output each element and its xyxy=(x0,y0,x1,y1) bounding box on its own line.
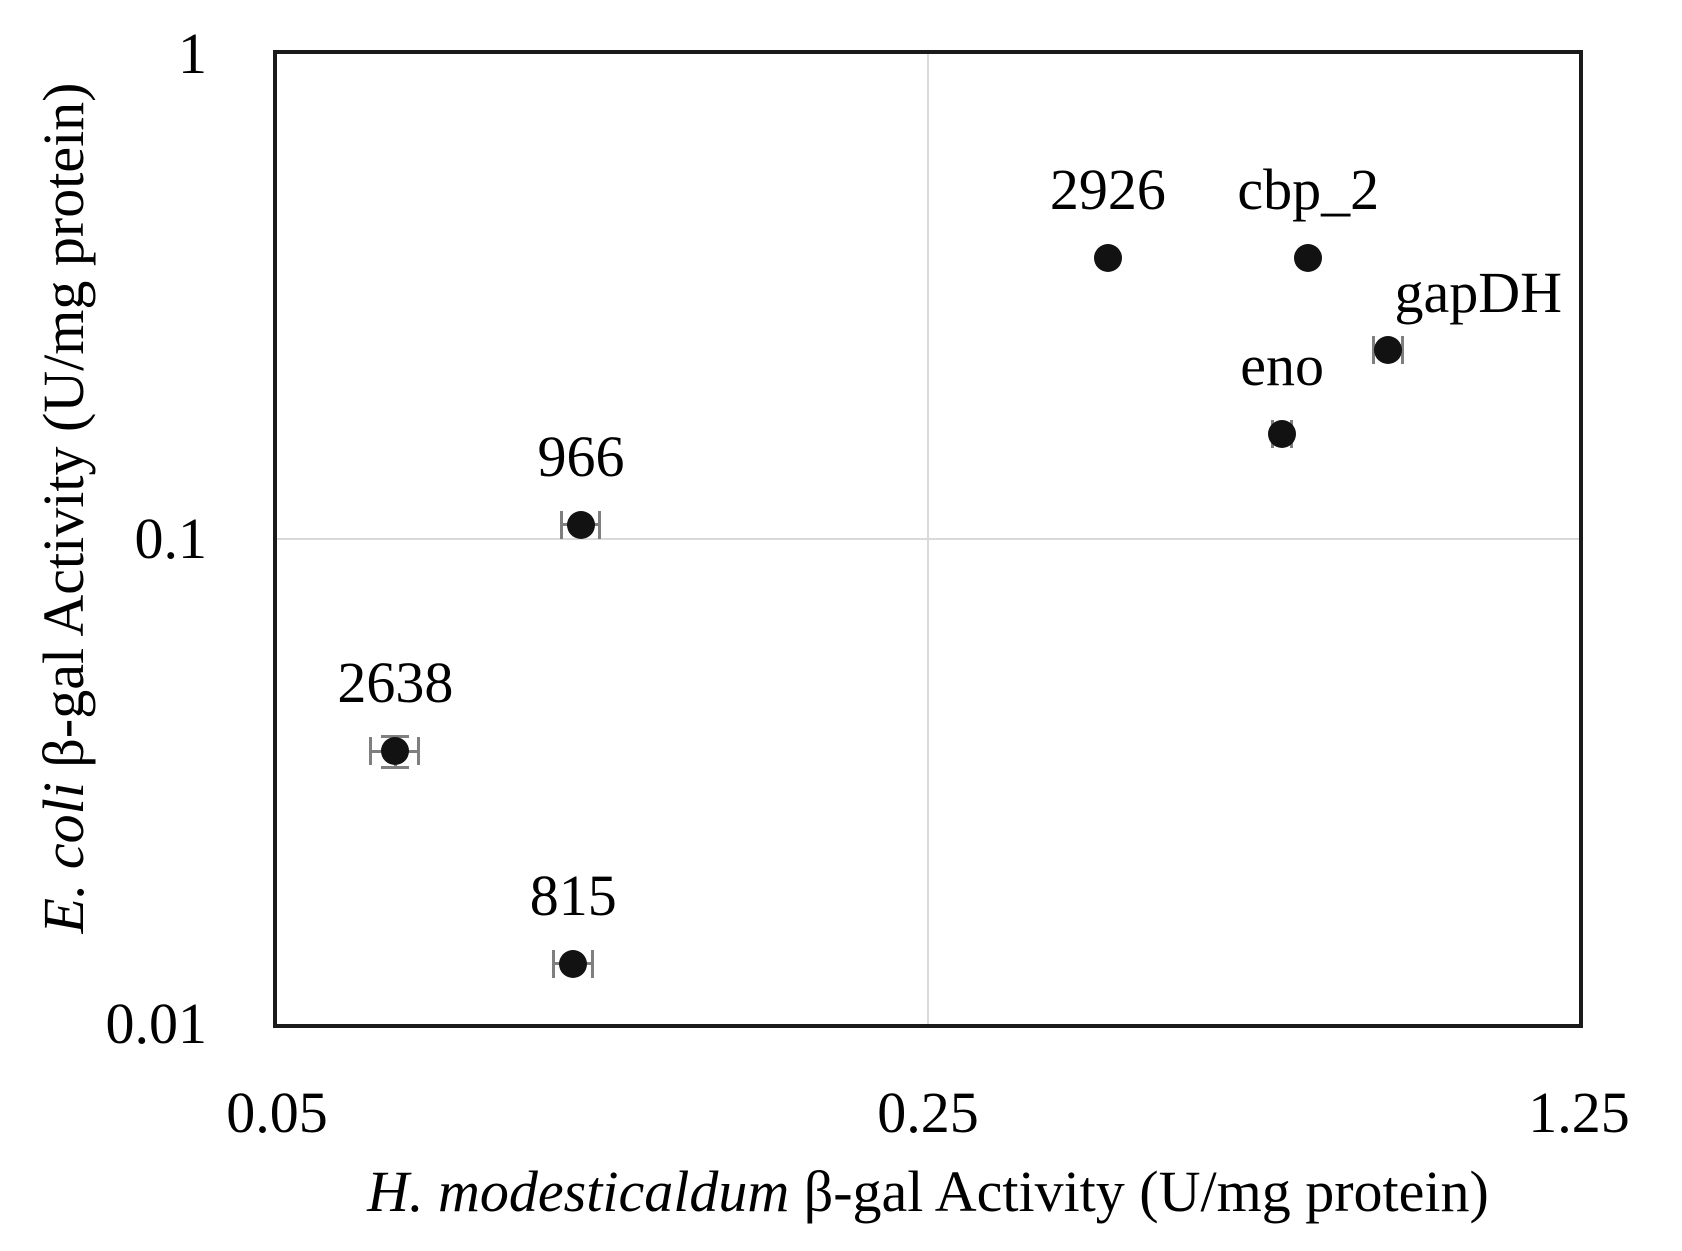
x-tick-label: 0.25 xyxy=(877,1080,979,1145)
x-axis-title: H. modesticaldum β-gal Activity (U/mg pr… xyxy=(367,1163,1489,1221)
error-bar-cap xyxy=(551,949,555,978)
error-bar-cap xyxy=(559,510,563,539)
data-point-marker xyxy=(381,737,410,766)
data-point-label: 2926 xyxy=(1049,156,1166,222)
x-axis-title-rest: β-gal Activity (U/mg protein) xyxy=(803,1159,1489,1224)
y-axis-title-species: E. coli xyxy=(31,782,96,934)
error-bar-cap xyxy=(381,734,410,738)
data-point-label: 966 xyxy=(537,423,625,489)
data-point-marker xyxy=(566,510,595,539)
gridline-horizontal xyxy=(277,538,1579,540)
data-point-label: gapDH xyxy=(1394,260,1562,326)
data-point-marker xyxy=(1268,419,1297,448)
data-point-marker xyxy=(559,949,588,978)
data-point-marker xyxy=(1374,336,1403,365)
error-bar-cap xyxy=(368,737,372,766)
data-point-label: cbp_2 xyxy=(1237,156,1380,222)
y-tick-label: 0.01 xyxy=(105,991,208,1056)
error-bar-cap xyxy=(598,510,602,539)
data-point-marker xyxy=(1294,243,1323,272)
data-point-label: 815 xyxy=(529,862,617,928)
y-axis-title-rest: β-gal Activity (U/mg protein) xyxy=(31,82,96,768)
x-tick-label: 1.25 xyxy=(1528,1080,1630,1145)
x-tick-label: 0.05 xyxy=(226,1080,328,1145)
y-tick-label: 1 xyxy=(178,21,207,86)
error-bar-cap xyxy=(590,949,594,978)
data-point-marker xyxy=(1093,243,1122,272)
error-bar-cap xyxy=(1371,336,1375,365)
y-axis-title: E. coli β-gal Activity (U/mg protein) xyxy=(31,82,96,933)
data-point-label: eno xyxy=(1240,332,1324,398)
error-bar-cap xyxy=(381,765,410,769)
y-tick-label: 0.1 xyxy=(134,506,208,571)
error-bar-cap xyxy=(1401,336,1404,365)
data-point-label: 2638 xyxy=(337,650,454,716)
plot-area: 2926 cbp_2 gapDH eno 966 2638 815 xyxy=(273,50,1583,1028)
error-bar-cap xyxy=(417,737,421,766)
x-axis-title-species: H. modesticaldum xyxy=(367,1159,790,1224)
